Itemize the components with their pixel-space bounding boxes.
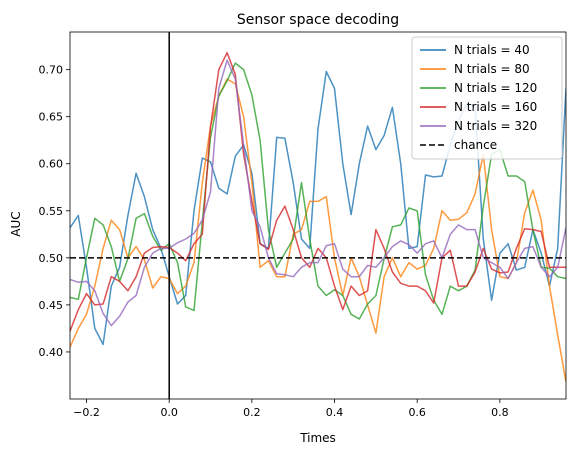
- chart-title: Sensor space decoding: [237, 12, 399, 28]
- legend-label: N trials = 160: [454, 100, 537, 114]
- y-tick-label: 0.45: [39, 299, 64, 312]
- y-tick-label: 0.50: [39, 252, 64, 265]
- series-line-4: [70, 51, 566, 332]
- legend-label: chance: [454, 138, 497, 152]
- y-tick-label: 0.65: [39, 111, 64, 124]
- x-tick-label: 0.4: [326, 406, 344, 419]
- y-tick-label: 0.60: [39, 158, 64, 171]
- y-tick-label: 0.55: [39, 205, 64, 218]
- x-tick-label: 0.6: [408, 406, 426, 419]
- series-line-5: [70, 59, 566, 327]
- y-tick-label: 0.40: [39, 346, 64, 359]
- x-tick-label: −0.2: [73, 406, 100, 419]
- axes-frame: [69, 31, 567, 400]
- y-axis-label: AUC: [9, 211, 23, 236]
- legend-label: N trials = 40: [454, 43, 530, 57]
- x-tick-label: 0.8: [491, 406, 509, 419]
- legend-label: N trials = 80: [454, 62, 530, 76]
- y-tick-label: 0.70: [39, 64, 64, 77]
- series-line-1: [70, 70, 566, 346]
- legend-label: N trials = 120: [454, 81, 537, 95]
- series-line-3: [70, 62, 566, 320]
- x-axis-label: Times: [299, 431, 336, 445]
- legend-box: [411, 36, 563, 160]
- x-tick-label: 0.0: [160, 406, 178, 419]
- x-tick-label: 0.2: [243, 406, 261, 419]
- legend-label: N trials = 320: [454, 119, 537, 133]
- series-lines: [70, 51, 566, 383]
- legend: N trials = 40 N trials = 80 N trials = 120…: [411, 36, 563, 160]
- plot-area: −0.2 0.0 0.2 0.4 0.6 0.8 0.40 0.45 0.50 0.55 0.60 0…: [39, 31, 567, 419]
